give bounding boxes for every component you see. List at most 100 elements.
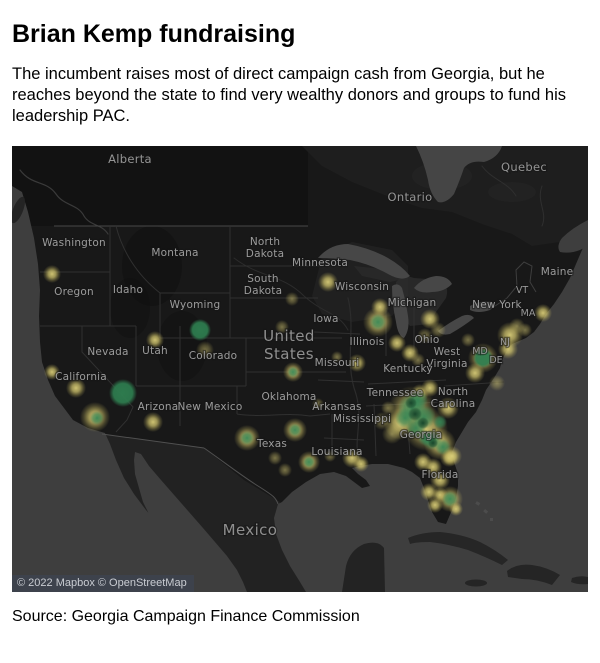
donor-dot [109, 379, 137, 407]
donor-dot [417, 417, 429, 429]
map-label: Idaho [113, 284, 143, 296]
state-border [81, 326, 134, 433]
map-attribution[interactable]: © 2022 Mapbox © OpenStreetMap [12, 575, 194, 592]
map-label: Florida [421, 469, 458, 481]
map-label: Nevada [87, 346, 128, 358]
donor-dot [498, 339, 518, 359]
donor-dot [353, 456, 369, 472]
source-line: Source: Georgia Campaign Finance Commiss… [12, 608, 360, 625]
map-labels-layer: Alberta Quebec Ontario Washington Montana Nor… [41, 151, 574, 540]
map-label: VT [516, 285, 528, 296]
map-label: New York [472, 299, 522, 311]
map-label: Maine [541, 266, 574, 278]
map-label: Utah [142, 345, 168, 357]
map-label: MD [472, 346, 488, 357]
donor-dot [302, 455, 316, 469]
map-label: Washington [42, 237, 106, 249]
donor-dot [442, 446, 462, 466]
state-border [373, 403, 377, 457]
jamaica-land [465, 579, 487, 587]
map-label: Arkansas [312, 401, 361, 413]
map-label: Michigan [388, 297, 437, 309]
map-label: Mississippi [333, 413, 391, 425]
map-label: New Mexico [178, 401, 243, 413]
donor-dots-layer [43, 265, 552, 516]
donor-dot [43, 265, 61, 283]
donor-dot [417, 328, 433, 344]
lake-huron [414, 276, 452, 293]
donor-dot [382, 424, 402, 444]
yucatan-land [342, 542, 385, 592]
upper-peninsula-land [354, 266, 408, 282]
donor-dot [430, 470, 450, 490]
map-label: DE [489, 355, 502, 366]
state-border [313, 331, 361, 335]
donor-dot [268, 451, 282, 465]
bahamas-islet [475, 501, 481, 506]
map-label: Quebec [501, 160, 547, 174]
donor-dot [285, 292, 299, 306]
donor-dot [348, 354, 366, 372]
quebec-river [539, 185, 545, 227]
donor-dot [143, 412, 163, 432]
donor-dot [312, 398, 324, 410]
donor-dot [473, 348, 493, 368]
lake-ontario [470, 301, 494, 312]
donor-dot [278, 463, 292, 477]
map-label: Arizona [138, 401, 179, 413]
donor-dot [437, 397, 459, 419]
map-label: United States [263, 327, 315, 363]
quebec-river [481, 165, 517, 197]
map-label: Alberta [108, 152, 152, 166]
donor-dot [90, 411, 104, 425]
map-label: Texas [256, 438, 287, 450]
donor-dot [461, 333, 475, 347]
donor-dot [324, 450, 336, 462]
donor-dot [433, 415, 447, 429]
map-label: Oklahoma [261, 391, 316, 403]
donor-dot [331, 351, 343, 363]
donor-dot [534, 304, 552, 322]
map-label: Illinois [350, 336, 385, 348]
donor-dot [189, 319, 211, 341]
donor-dot [44, 364, 60, 380]
map-label: South Dakota [244, 273, 282, 297]
donor-dot [66, 378, 86, 398]
donor-dot [408, 407, 422, 421]
great-lakes [318, 244, 494, 338]
terrain-shade [110, 278, 150, 338]
puerto-rico-land [571, 576, 588, 585]
map-canvas: Alberta Quebec Ontario Washington Montana Nor… [12, 146, 588, 592]
rivers [19, 165, 545, 463]
map-label: Georgia [400, 429, 443, 441]
map-label: Kentucky [383, 363, 433, 375]
donor-dot [430, 322, 446, 338]
rio-grande-border [203, 447, 279, 505]
subtitle: The incumbent raises most of direct camp… [12, 65, 567, 125]
map-label: Colorado [189, 350, 238, 362]
donor-dot [146, 331, 164, 349]
us-mexico-border [101, 433, 205, 449]
state-border [236, 413, 331, 417]
map-label: North Carolina [431, 386, 476, 410]
mississippi-river [347, 297, 361, 463]
donor-dot [411, 353, 425, 367]
state-border [317, 379, 365, 383]
article: Brian Kemp fundraising The incumbent rai… [0, 20, 600, 626]
pacific-ocean [12, 186, 247, 592]
canada-west-land [12, 146, 308, 226]
map-label: NJ [500, 337, 510, 348]
lake-superior [318, 244, 410, 279]
map-label: Ohio [414, 334, 439, 346]
donor-dot [489, 375, 505, 391]
map-label: Mexico [223, 521, 278, 539]
atlantic-gulf-ocean [274, 238, 588, 592]
donor-dot [288, 423, 302, 437]
bahamas-islet [483, 508, 489, 514]
vancouver-island [12, 196, 25, 224]
map-label: California [55, 371, 107, 383]
donor-dot [428, 438, 438, 448]
map-label: Wisconsin [335, 281, 389, 293]
lake-erie [438, 314, 474, 335]
fundraising-map[interactable]: Alberta Quebec Ontario Washington Montana Nor… [12, 146, 588, 592]
